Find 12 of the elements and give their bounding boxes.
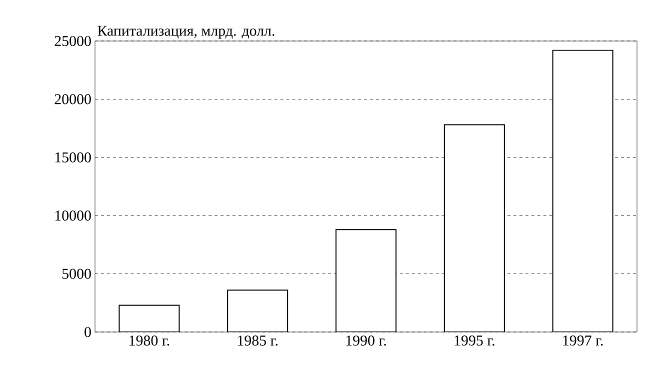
y-tick-label: 0 [84, 326, 91, 338]
y-tick-label: 10000 [55, 210, 91, 221]
y-tick-label: 15000 [55, 152, 91, 162]
y-tick-label: 5000 [62, 268, 91, 279]
y-axis-title: Капитализация, млрд. долл. [98, 26, 274, 39]
x-tick-label: 1985 г. [238, 336, 278, 346]
x-tick-label: 1997 г. [563, 336, 603, 346]
y-tick-label: 25000 [54, 36, 91, 46]
x-tick-label: 1990 г. [346, 336, 386, 346]
x-tick-label: 1980 г. [130, 336, 170, 346]
y-tick-label: 20000 [54, 94, 91, 104]
x-tick-label: 1995 г. [454, 336, 494, 346]
